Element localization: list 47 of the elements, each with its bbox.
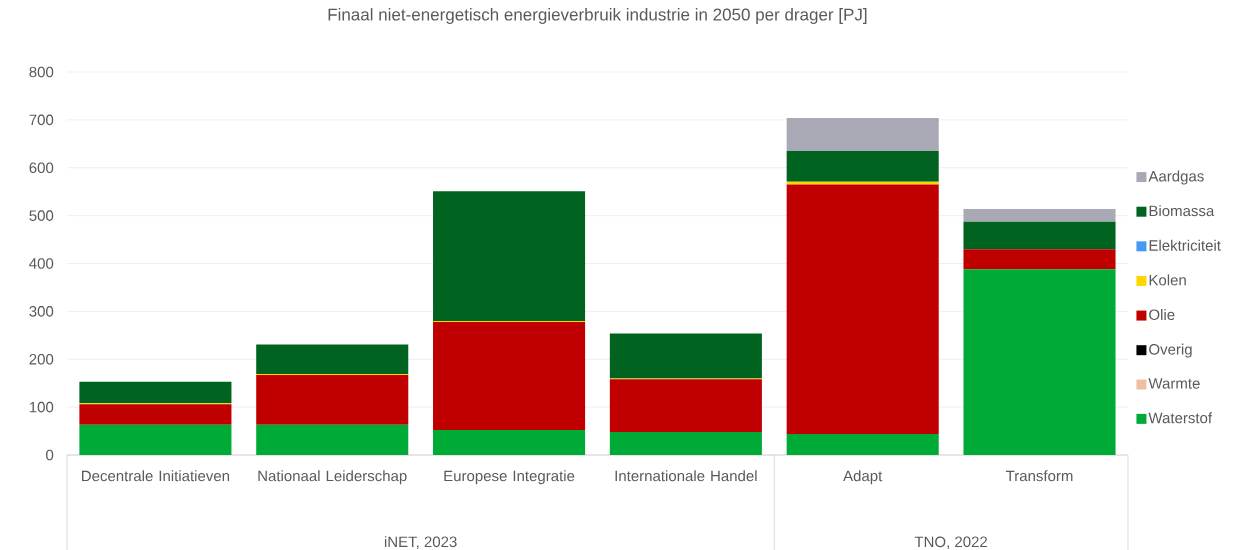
y-tick-label: 600 — [29, 162, 54, 174]
bar — [963, 269, 1116, 455]
legend-label: Biomassa — [1149, 205, 1215, 217]
y-tick-label: 400 — [29, 258, 54, 269]
bar — [609, 333, 762, 379]
x-tick-label: Europese Integratie — [444, 470, 575, 485]
y-tick-label: 200 — [29, 353, 54, 365]
bar — [786, 181, 939, 185]
y-tick-label: 700 — [29, 114, 54, 126]
x-tick-label: Internationale Handel — [615, 470, 757, 482]
bar — [963, 221, 1116, 250]
y-tick-label: 800 — [29, 66, 54, 78]
bar — [609, 379, 762, 433]
x-tick-label: Adapt — [843, 470, 883, 485]
bar — [609, 432, 762, 455]
bar — [433, 191, 586, 321]
bar — [963, 208, 1116, 222]
bar — [79, 381, 232, 404]
bar — [786, 184, 939, 434]
bar — [79, 404, 232, 425]
y-tick-label: 100 — [29, 401, 54, 413]
bar — [79, 424, 232, 455]
legend-label: Olie — [1149, 309, 1175, 321]
bar — [256, 375, 409, 425]
bar — [256, 424, 409, 455]
bar — [433, 321, 586, 431]
x-tick-label: Transform — [1005, 470, 1073, 482]
legend-label: Overig — [1149, 343, 1192, 358]
chart-title: Finaal niet-energetisch energieverbruik industrie in 2050 per drager [PJ] — [328, 8, 867, 24]
x-tick-label: Decentrale Initiatieven — [82, 470, 230, 482]
y-tick-label: 500 — [29, 210, 54, 221]
bar — [786, 117, 939, 151]
legend-label: Elektriciteit — [1149, 239, 1221, 251]
legend-label: Kolen — [1149, 274, 1186, 286]
y-tick-label: 300 — [29, 306, 54, 317]
text: iNET, 2023 — [384, 536, 457, 549]
bar — [433, 430, 586, 455]
bar — [963, 249, 1116, 270]
legend-label: Warmte — [1148, 378, 1200, 389]
bar — [786, 433, 939, 455]
bar — [256, 344, 409, 375]
legend-label: Waterstof — [1148, 412, 1213, 424]
text: TNO, 2022 — [914, 536, 988, 549]
x-tick-label: Nationaal Leiderschap — [258, 470, 407, 485]
bar — [786, 151, 939, 182]
y-tick-label: 0 — [46, 449, 54, 461]
legend-label: Aardgas — [1148, 170, 1204, 185]
